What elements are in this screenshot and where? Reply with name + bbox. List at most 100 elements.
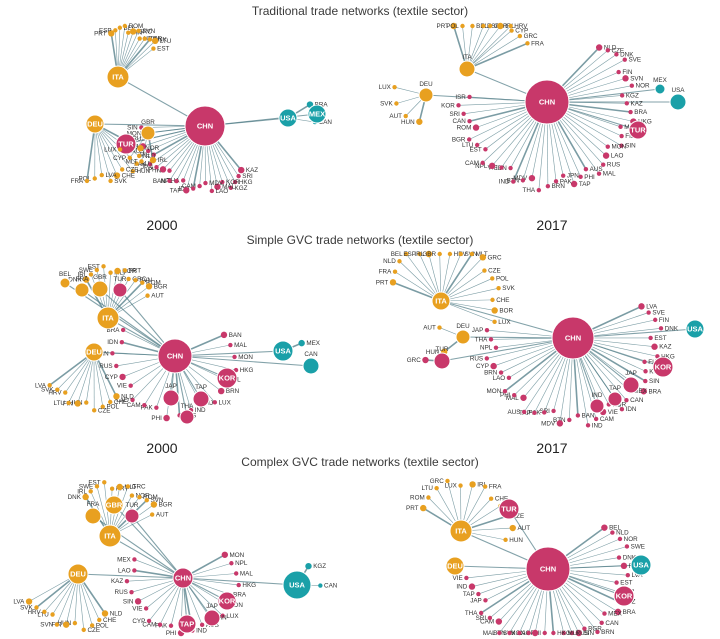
hub-label-tur: TUR: [114, 276, 127, 283]
edge-ita-svk: [440, 287, 499, 302]
node-hkg: [232, 179, 238, 185]
node-label-nor: NOR: [624, 536, 638, 543]
node-svk: [496, 286, 501, 291]
hub-label-tur: TUR: [436, 346, 449, 353]
node-label-npl: NPL: [475, 163, 488, 170]
node-can: [467, 119, 472, 124]
node-label-rus: RUS: [607, 162, 620, 169]
node-rus: [484, 356, 490, 361]
hub-label-ind: IND: [592, 392, 603, 399]
node-grc: [125, 484, 131, 489]
node-label-cze: CZE: [512, 513, 525, 520]
network-traditional-2000: KAZSRIHKGKGZKORMALLAOMDVCAMIDNTAPTHANPLB…: [71, 23, 333, 195]
node-ind: [468, 583, 476, 590]
node-pak: [553, 179, 559, 184]
node-fra: [482, 484, 488, 489]
node-label-bra: BRA: [233, 591, 247, 598]
hub-label-tur: TUR: [118, 140, 134, 149]
node-phi: [578, 174, 583, 179]
node-grc: [479, 254, 487, 261]
node-phi: [512, 392, 517, 398]
node-lva: [99, 172, 104, 178]
hub-node-ita: [458, 60, 476, 78]
edge-ita-irl: [466, 25, 501, 70]
node-label-aut: AUT: [156, 512, 169, 519]
hub-label-gbr: GBR: [106, 501, 123, 510]
node-label-svk: SVK: [41, 387, 54, 394]
node-kgz: [228, 185, 234, 190]
node-label-rus: RUS: [576, 630, 589, 637]
hub-label-chn: CHN: [167, 352, 183, 361]
node-svk: [34, 605, 39, 610]
node-label-prt: PRT: [376, 279, 389, 286]
node-label-est: EST: [654, 335, 666, 342]
edge-layer: [28, 482, 321, 634]
node-tha: [488, 337, 494, 342]
hub-node-kor: [217, 591, 237, 611]
node-phi: [163, 414, 170, 422]
node-label-aut: AUT: [517, 525, 530, 532]
node-label-idn: IDN: [626, 406, 637, 413]
node-label-ltu: LTU: [160, 38, 172, 45]
node-hkg: [655, 354, 660, 359]
node-label-ind: IND: [195, 407, 206, 414]
hub-node-chn: [157, 338, 193, 374]
node-irl: [88, 489, 93, 494]
node-label-kaz: KAZ: [111, 578, 123, 585]
node-hrv: [137, 36, 142, 41]
node-che: [490, 297, 495, 303]
node-label-mal: MAL: [483, 630, 496, 637]
node-cam: [480, 160, 485, 166]
hub-node-tha: [179, 409, 195, 425]
node-label-vie: VIE: [608, 409, 618, 416]
hub-node-chn: [551, 316, 595, 360]
hub-label-deu: DEU: [70, 570, 86, 579]
node-tha: [536, 187, 542, 193]
hub-label-tap: TAP: [195, 384, 207, 391]
node-label-fra: FRA: [489, 484, 502, 491]
node-label-aut: AUT: [140, 161, 153, 168]
node-phi: [542, 630, 547, 636]
hub-label-chn: CHN: [539, 98, 555, 107]
node-cyp: [127, 155, 132, 161]
node-label-pol: POL: [496, 275, 509, 282]
node-lva: [625, 572, 631, 578]
node-label-prt: PRT: [116, 486, 129, 493]
node-svn: [458, 251, 463, 257]
node-grc: [517, 33, 523, 39]
node-cze: [482, 268, 487, 273]
node-kgz: [643, 369, 648, 374]
node-swe: [94, 267, 100, 273]
node-label-svk: SVK: [114, 178, 127, 185]
node-label-kaz: KAZ: [246, 167, 258, 174]
hub-label-fra: FRA: [87, 501, 100, 508]
node-mon: [526, 630, 531, 636]
node-mex: [298, 339, 305, 347]
node-aut: [145, 293, 150, 298]
year-label-simple-left: 2000: [146, 440, 178, 456]
node-label-sin: SIN: [127, 125, 138, 132]
node-can: [624, 397, 629, 403]
node-can: [318, 583, 323, 588]
node-label-cam: CAM: [127, 402, 141, 409]
node-dnk: [658, 326, 664, 331]
node-jap: [483, 598, 488, 603]
node-label-grc: GRC: [132, 483, 146, 490]
node-vie: [143, 606, 149, 611]
node-label-dnk: DNK: [665, 325, 679, 332]
node-label-aus: AUS: [590, 166, 603, 173]
node-fin: [616, 69, 621, 75]
node-aus: [583, 166, 589, 172]
node-mdv: [203, 180, 208, 186]
hub-label-deu: DEU: [86, 348, 102, 357]
network-complex-left: MONNPLMALHKGBRAIDNLUXBANAUSINDPHIPAKCAMC…: [13, 479, 337, 637]
hub-node-usa: [630, 554, 652, 576]
hub-node-ita: [106, 65, 130, 89]
node-aut: [437, 325, 442, 330]
node-label-mlt: MLT: [124, 484, 136, 491]
node-mlt: [116, 483, 123, 491]
node-label-bra: BRA: [648, 388, 662, 395]
node-mex: [132, 557, 137, 562]
hub-node-fra: [74, 282, 90, 298]
node-label-rom: ROM: [143, 494, 158, 501]
